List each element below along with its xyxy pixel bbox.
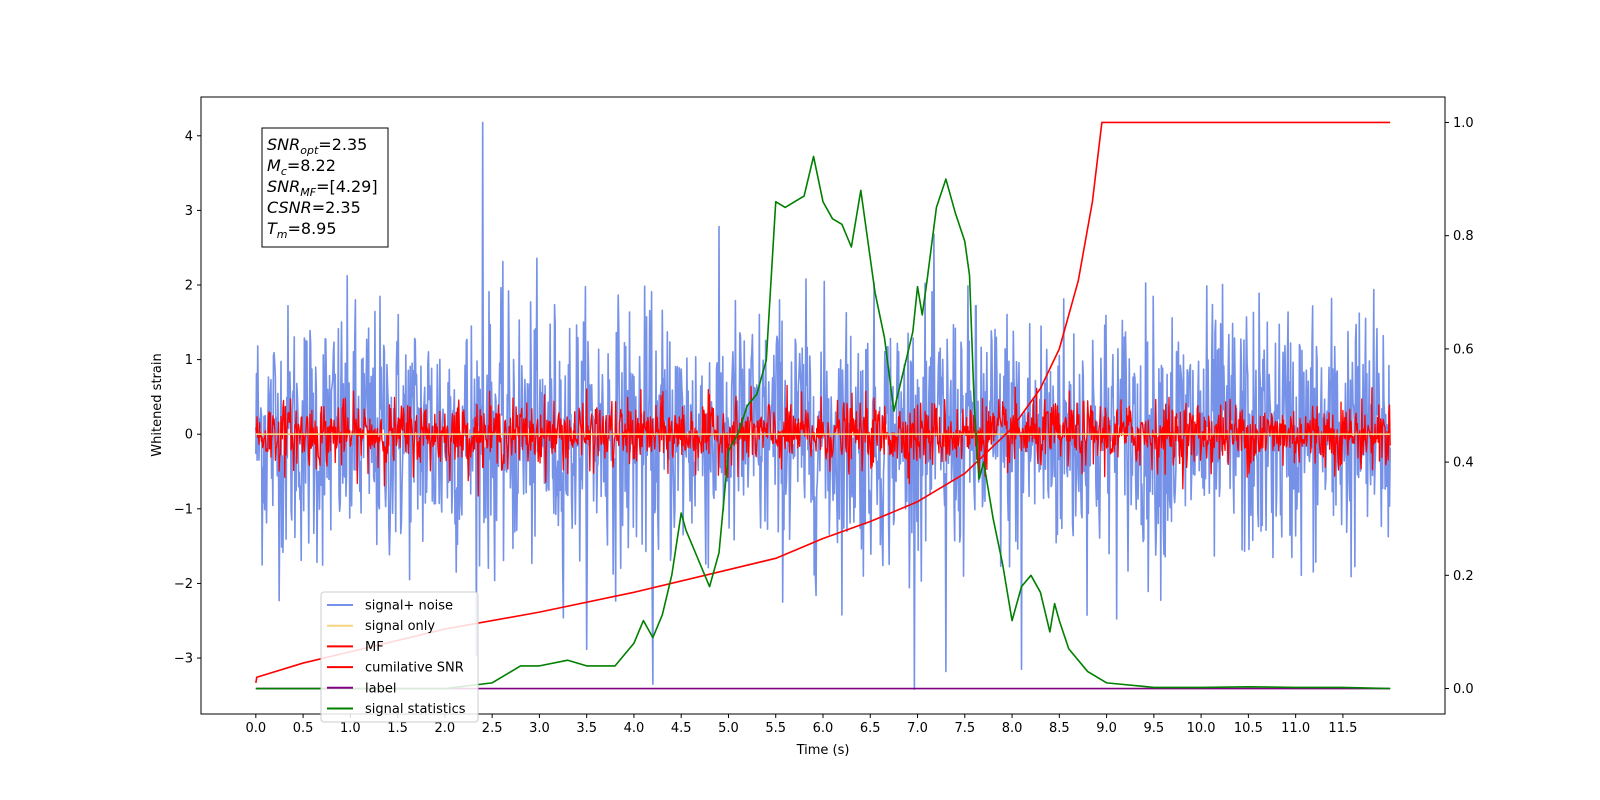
y-axis-left: −3 −2 −1 0 1 2 3 4 xyxy=(174,129,201,667)
x-tick-label: 3.5 xyxy=(576,721,597,736)
series-line-signal-noise xyxy=(255,121,1391,691)
legend-label: label xyxy=(365,681,396,696)
y-tick-label: 1 xyxy=(185,353,193,368)
x-tick-label: 1.5 xyxy=(387,721,408,736)
y2-tick-label: 1.0 xyxy=(1453,116,1474,131)
y-tick-label: −3 xyxy=(174,652,193,667)
legend-label: MF xyxy=(365,640,384,655)
annotation-line: Mc=8.22 xyxy=(267,156,336,178)
x-tick-label: 1.0 xyxy=(340,721,361,736)
annotation-line: SNRMF=[4.29] xyxy=(267,177,378,199)
x-tick-label: 9.5 xyxy=(1144,721,1165,736)
annotation-line: SNRopt=2.35 xyxy=(267,135,367,157)
x-tick-label: 10.5 xyxy=(1234,721,1263,736)
x-tick-label: 5.0 xyxy=(718,721,739,736)
y-axis-right: 0.0 0.2 0.4 0.6 0.8 1.0 xyxy=(1445,116,1474,697)
legend-label: cumilative SNR xyxy=(365,661,464,676)
legend: signal+ noise signal only MF cumilative SNR… xyxy=(320,591,479,723)
x-tick-label: 0.0 xyxy=(245,721,266,736)
x-tick-label: 8.5 xyxy=(1049,721,1070,736)
x-tick-label: 11.5 xyxy=(1328,721,1357,736)
x-tick-label: 6.5 xyxy=(860,721,881,736)
x-tick-label: 6.0 xyxy=(813,721,834,736)
legend-label: signal only xyxy=(365,619,435,634)
y2-tick-label: 0.2 xyxy=(1453,569,1474,584)
legend-frame xyxy=(320,591,479,723)
y2-tick-label: 0.0 xyxy=(1453,682,1474,697)
x-axis: 0.0 0.5 1.0 1.5 2.0 2.5 3.0 3.5 4.0 4.5 5.0 5.5 6.0 6… xyxy=(245,714,1357,736)
y2-tick-label: 0.6 xyxy=(1453,342,1474,357)
x-tick-label: 3.0 xyxy=(529,721,550,736)
x-tick-label: 11.0 xyxy=(1281,721,1310,736)
x-tick-label: 7.5 xyxy=(954,721,975,736)
annotation-line: CSNR=2.35 xyxy=(267,198,361,217)
x-tick-label: 0.5 xyxy=(293,721,314,736)
y-tick-label: 0 xyxy=(185,428,193,443)
x-tick-label: 9.0 xyxy=(1096,721,1117,736)
series-line-signal-statistics xyxy=(255,155,1391,690)
series-line-mf xyxy=(255,384,1391,497)
x-tick-label: 5.5 xyxy=(765,721,786,736)
x-tick-label: 7.0 xyxy=(907,721,928,736)
legend-label: signal statistics xyxy=(365,702,466,717)
y-tick-label: −2 xyxy=(174,577,193,592)
x-tick-label: 4.5 xyxy=(671,721,692,736)
annotation-frame xyxy=(261,127,389,248)
y-axis-label: Whitened strain xyxy=(150,353,165,456)
y-tick-label: −1 xyxy=(174,502,193,517)
legend-label: signal+ noise xyxy=(365,599,453,614)
x-tick-label: 4.0 xyxy=(624,721,645,736)
x-tick-label: 2.0 xyxy=(435,721,456,736)
y-tick-label: 3 xyxy=(185,204,193,219)
x-tick-label: 8.0 xyxy=(1002,721,1023,736)
x-tick-label: 2.5 xyxy=(482,721,503,736)
x-axis-label: Time (s) xyxy=(796,743,850,758)
y-tick-label: 2 xyxy=(185,279,193,294)
y-tick-label: 4 xyxy=(185,129,193,144)
y2-tick-label: 0.8 xyxy=(1453,229,1474,244)
annotation-line: Tm=8.95 xyxy=(267,219,337,241)
x-tick-label: 10.0 xyxy=(1187,721,1216,736)
y2-tick-label: 0.4 xyxy=(1453,456,1474,471)
